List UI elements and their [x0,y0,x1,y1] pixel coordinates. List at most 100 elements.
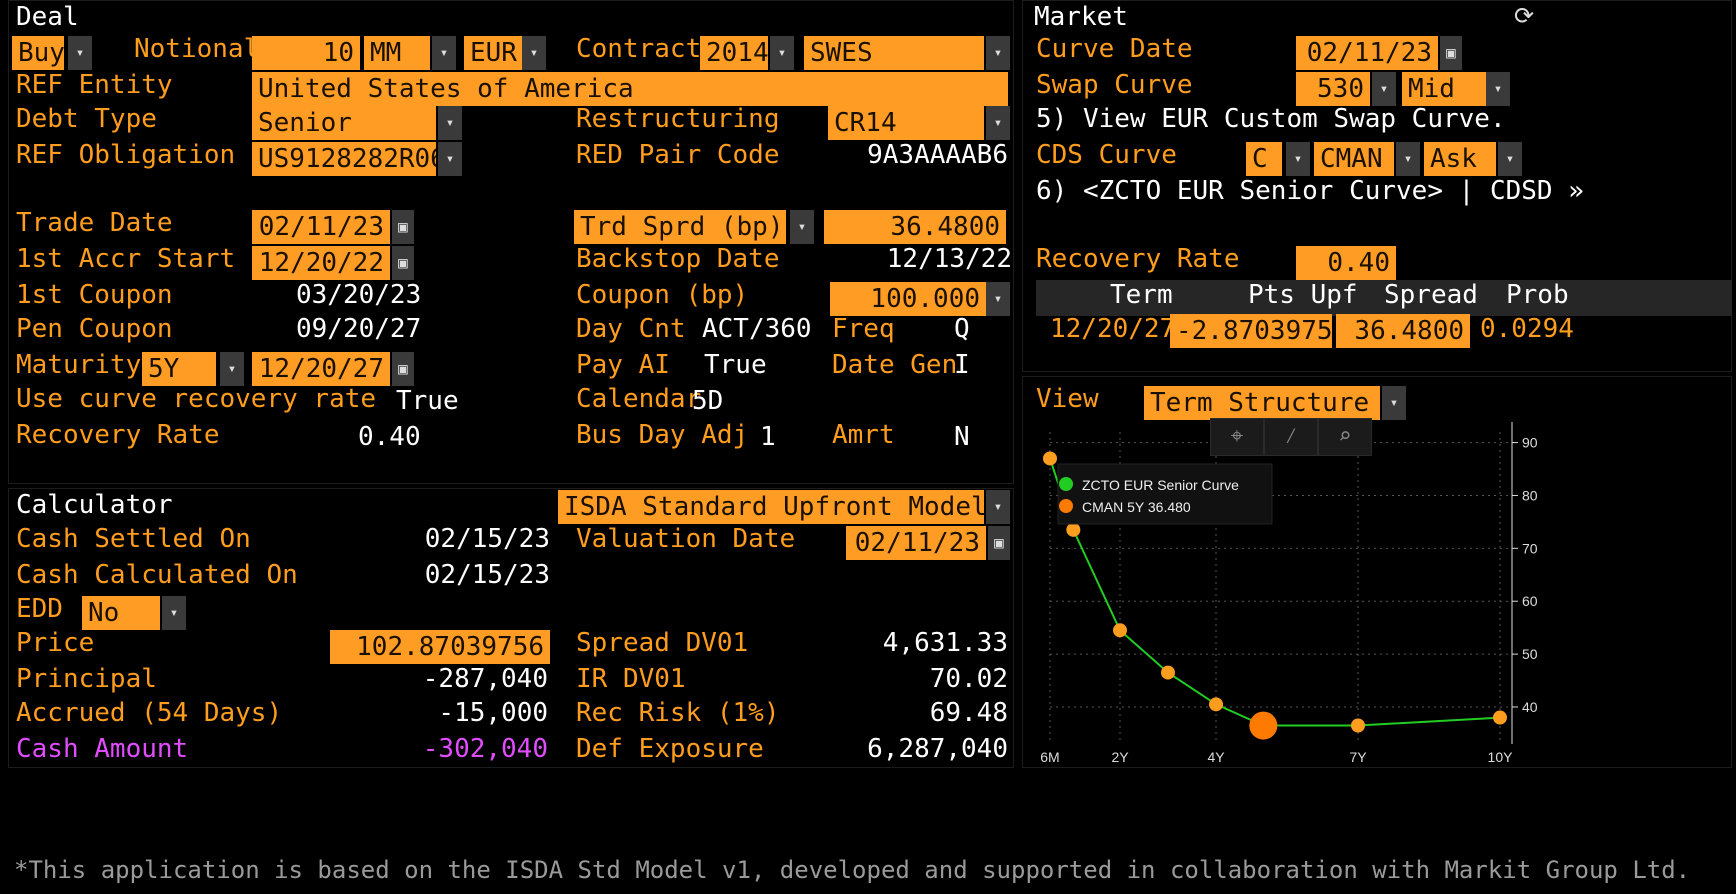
chevron-down-icon[interactable]: ▾ [986,36,1010,70]
ir-dv01-label: IR DV01 [576,664,686,694]
contract-label: Contract [576,34,702,64]
y-tick-label: 80 [1522,487,1538,503]
view-custom-swap-link[interactable]: 5) View EUR Custom Swap Curve. [1036,104,1506,134]
zoom-icon[interactable]: ⌕ [1318,418,1372,456]
chevron-down-icon[interactable]: ▾ [1498,142,1522,176]
accrued-label: Accrued (54 Days) [16,698,283,728]
calendar-icon[interactable]: ▣ [392,246,414,280]
trade-date-input[interactable]: 02/11/23 [252,210,390,244]
market-title: Market [1034,2,1128,32]
coupon-select[interactable]: 100.000 [830,282,986,316]
chevron-down-icon[interactable]: ▾ [438,142,462,176]
legend-box [1057,463,1273,525]
table-cell-pts-upf[interactable]: -2.87039756 [1170,314,1332,348]
cds-curve-type-select[interactable]: C [1246,142,1282,176]
chevron-down-icon[interactable]: ▾ [770,36,794,70]
bus-day-label: Bus Day Adj [576,420,749,450]
pay-ai-value: True [704,350,767,380]
trd-sprd-select[interactable]: Trd Sprd (bp) [574,210,786,244]
cds-curve-source-select[interactable]: CMAN [1314,142,1394,176]
zcto-link[interactable]: 6) <ZCTO EUR Senior Curve> | CDSD » [1036,176,1584,206]
def-exposure-value: 6,287,040 [867,734,1008,764]
spread-dv01-value: 4,631.33 [882,628,1008,658]
chevron-down-icon[interactable]: ▾ [1382,386,1406,420]
trade-date-label: Trade Date [16,208,173,238]
price-input[interactable]: 102.87039756 [330,630,550,664]
debt-type-select[interactable]: Senior [252,106,436,140]
red-pair-value: 9A3AAAAB6 [867,140,1008,170]
ref-entity-input[interactable]: United States of America [252,72,1008,106]
chevron-down-icon[interactable]: ▾ [1286,142,1310,176]
curve-point [1493,710,1507,725]
y-tick-label: 70 [1522,540,1538,556]
backstop-value: 12/13/22 [886,244,1012,274]
term-structure-chart[interactable]: 90 80 70 60 50 40 6M 2Y 4Y 7Y 10Y ZCTO EUR Senior C… [1022,414,1732,774]
chevron-down-icon[interactable]: ▾ [438,106,462,140]
currency-select[interactable]: EUR [464,36,522,70]
use-curve-label: Use curve recovery rate [16,384,377,414]
debt-type-label: Debt Type [16,104,157,134]
curve-point [1161,665,1175,680]
calendar-icon[interactable]: ▣ [392,352,414,386]
curve-point [1066,522,1081,537]
curve-point [1043,451,1057,466]
notional-input[interactable]: 10 [252,36,360,70]
chevron-down-icon[interactable]: ▾ [986,282,1010,316]
table-cell-spread[interactable]: 36.4800 [1336,314,1470,348]
calendar-icon[interactable]: ▣ [392,210,414,244]
pay-ai-label: Pay AI [576,350,670,380]
curve-point [1351,718,1365,733]
notional-unit-select[interactable]: MM [364,36,430,70]
chevron-down-icon[interactable]: ▾ [162,596,186,630]
crosshair-icon[interactable]: ⌖ [1210,418,1264,456]
cds-curve-side-select[interactable]: Ask [1424,142,1496,176]
chevron-down-icon[interactable]: ▾ [1486,72,1510,106]
restructuring-label: Restructuring [576,104,780,134]
refresh-icon[interactable]: ⟳ [1514,2,1535,30]
rec-risk-value: 69.48 [929,698,1008,728]
edd-select[interactable]: No [82,596,160,630]
maturity-date-input[interactable]: 12/20/27 [252,352,390,386]
chevron-down-icon[interactable]: ▾ [432,36,456,70]
trd-sprd-input[interactable]: 36.4800 [824,210,1006,244]
first-coupon-label: 1st Coupon [16,280,173,310]
calendar-icon[interactable]: ▣ [1440,36,1462,70]
footnote: *This application is based on the ISDA S… [14,856,1691,884]
y-tick-label: 40 [1522,699,1538,715]
maturity-tenor-select[interactable]: 5Y [142,352,216,386]
ref-entity-label: REF Entity [16,70,173,100]
freq-label: Freq [832,314,895,344]
calendar-value: 5D [692,386,724,416]
day-cnt-label: Day Cnt [576,314,686,344]
valuation-label: Valuation Date [576,524,796,554]
chevron-down-icon[interactable]: ▾ [522,36,546,70]
side-select[interactable]: Buy [12,36,64,70]
ref-obligation-select[interactable]: US9128282R06 [252,142,436,176]
curve-date-input[interactable]: 02/11/23 [1296,36,1438,70]
swap-side-select[interactable]: Mid [1402,72,1486,106]
chevron-down-icon[interactable]: ▾ [790,210,814,244]
legend-label-cman: CMAN 5Y 36.480 [1082,499,1191,515]
chevron-down-icon[interactable]: ▾ [986,490,1010,524]
cman-5y-point [1249,711,1278,740]
contract-year-select[interactable]: 2014 [700,36,768,70]
swap-curve-select[interactable]: 530 [1296,72,1370,106]
market-recovery-input[interactable]: 0.40 [1296,246,1396,280]
calendar-icon[interactable]: ▣ [988,526,1010,560]
chevron-down-icon[interactable]: ▾ [1372,72,1396,106]
first-coupon-value: 03/20/23 [296,280,422,310]
accr-start-input[interactable]: 12/20/22 [252,246,390,280]
spread-dv01-label: Spread DV01 [576,628,749,658]
restructuring-select[interactable]: CR14 [828,106,984,140]
chevron-down-icon[interactable]: ▾ [220,352,244,386]
chevron-down-icon[interactable]: ▾ [986,106,1010,140]
model-select[interactable]: ISDA Standard Upfront Model (I)* [558,490,984,524]
day-cnt-value: ACT/360 [702,314,812,344]
view-select[interactable]: Term Structure [1144,386,1380,420]
swap-curve-label: Swap Curve [1036,70,1193,100]
chevron-down-icon[interactable]: ▾ [68,36,92,70]
chevron-down-icon[interactable]: ▾ [1396,142,1420,176]
draw-icon[interactable]: ⁄ [1264,418,1318,456]
contract-type-select[interactable]: SWES [804,36,984,70]
valuation-input[interactable]: 02/11/23 [846,526,986,560]
